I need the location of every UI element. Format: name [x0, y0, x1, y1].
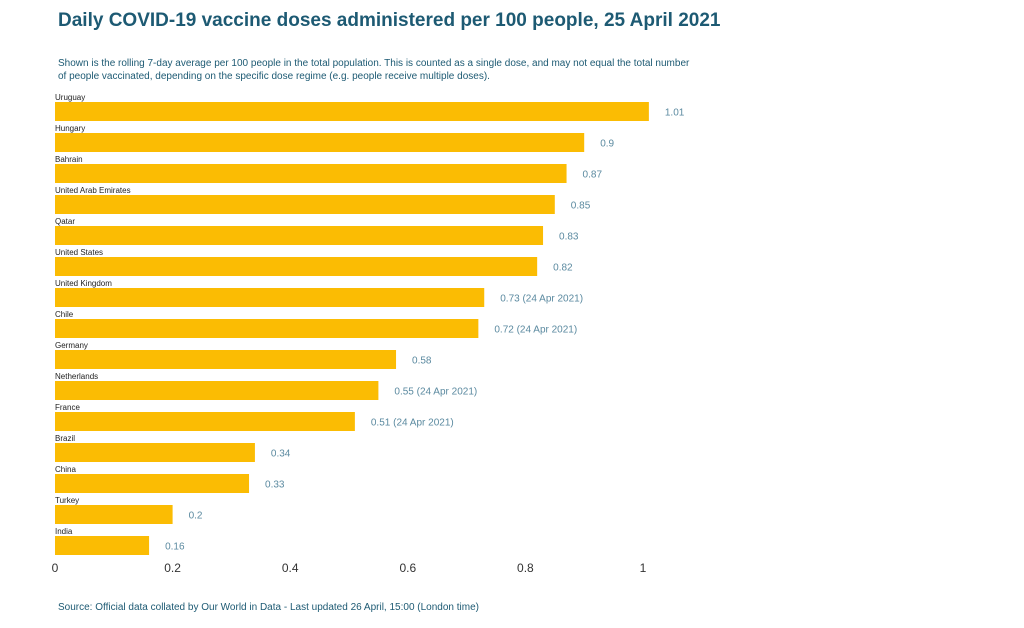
category-label: China	[55, 465, 76, 474]
x-tick-label: 0.4	[282, 561, 299, 575]
bar	[55, 164, 567, 183]
bar	[55, 288, 485, 307]
value-label: 0.2	[189, 511, 203, 522]
category-label: United States	[55, 248, 103, 257]
x-tick-label: 0	[52, 561, 59, 575]
category-label: Netherlands	[55, 372, 98, 381]
bar	[55, 505, 173, 524]
category-label: Qatar	[55, 217, 75, 226]
bar	[55, 195, 555, 214]
chart-subtitle: Shown is the rolling 7-day average per 1…	[58, 58, 690, 82]
value-label: 1.01	[665, 108, 685, 119]
value-label: 0.83	[559, 232, 579, 243]
category-label: Germany	[55, 341, 88, 350]
category-label: Uruguay	[55, 93, 85, 102]
value-label: 0.72 (24 Apr 2021)	[494, 325, 577, 336]
value-label: 0.85	[571, 201, 591, 212]
bar	[55, 443, 255, 462]
category-label: Hungary	[55, 124, 85, 133]
x-tick-label: 0.8	[517, 561, 534, 575]
bar	[55, 350, 397, 369]
source-note: Source: Official data collated by Our Wo…	[58, 602, 479, 613]
category-label: Turkey	[55, 496, 79, 505]
category-label: India	[55, 527, 73, 536]
value-label: 0.51 (24 Apr 2021)	[371, 418, 454, 429]
bar	[55, 381, 379, 400]
category-label: United Kingdom	[55, 279, 112, 288]
bar	[55, 226, 544, 245]
category-label: Bahrain	[55, 155, 83, 164]
chart-title: Daily COVID-19 vaccine doses administere…	[58, 10, 721, 31]
category-label: United Arab Emirates	[55, 186, 131, 195]
bar	[55, 412, 355, 431]
bar	[55, 133, 585, 152]
value-label: 0.73 (24 Apr 2021)	[500, 294, 583, 305]
category-label: Chile	[55, 310, 74, 319]
value-label: 0.34	[271, 449, 291, 460]
category-label: Brazil	[55, 434, 75, 443]
bar	[55, 474, 250, 493]
bar	[55, 102, 649, 121]
value-label: 0.16	[165, 542, 185, 553]
category-label: France	[55, 403, 80, 412]
value-label: 0.33	[265, 480, 285, 491]
bar	[55, 536, 150, 555]
x-tick-label: 1	[640, 561, 647, 575]
value-label: 0.55 (24 Apr 2021)	[394, 387, 477, 398]
value-label: 0.58	[412, 356, 432, 367]
value-label: 0.87	[583, 170, 603, 181]
value-label: 0.82	[553, 263, 573, 274]
bar	[55, 319, 479, 338]
bar	[55, 257, 538, 276]
x-tick-label: 0.2	[164, 561, 181, 575]
value-label: 0.9	[600, 139, 614, 150]
x-tick-label: 0.6	[399, 561, 416, 575]
